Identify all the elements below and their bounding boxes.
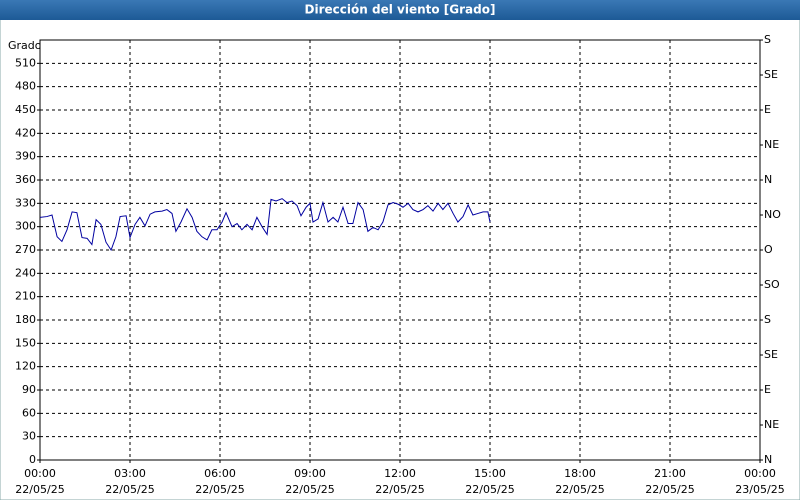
x-tick-label: 15:00	[474, 467, 506, 480]
x-tick-date: 22/05/25	[555, 483, 604, 496]
x-tick-label: 06:00	[204, 467, 236, 480]
x-tick-date: 23/05/25	[735, 483, 784, 496]
y-axis-label: Grado	[8, 39, 42, 52]
y2-tick-label: SE	[764, 348, 778, 361]
x-tick-date: 22/05/25	[375, 483, 424, 496]
x-tick-date: 22/05/25	[465, 483, 514, 496]
title-bar	[0, 0, 800, 20]
x-tick-label: 03:00	[114, 467, 146, 480]
y-tick-label: 30	[22, 430, 36, 443]
y2-tick-label: E	[764, 103, 771, 116]
y-tick-label: 330	[15, 196, 36, 209]
x-tick-date: 22/05/25	[195, 483, 244, 496]
y-tick-label: 240	[15, 266, 36, 279]
x-tick-label: 18:00	[564, 467, 596, 480]
x-tick-label: 00:00	[24, 467, 56, 480]
y2-tick-label: SO	[764, 278, 780, 291]
y2-tick-label: NE	[764, 418, 779, 431]
y-tick-label: 90	[22, 383, 36, 396]
x-tick-label: 21:00	[654, 467, 686, 480]
y-tick-label: 450	[15, 103, 36, 116]
x-tick-date: 22/05/25	[645, 483, 694, 496]
y2-tick-label: N	[764, 173, 772, 186]
chart-title: Dirección del viento [Grado]	[305, 3, 496, 17]
y-tick-label: 300	[15, 220, 36, 233]
data-line	[39, 198, 491, 252]
y-tick-label: 360	[15, 173, 36, 186]
x-tick-label: 09:00	[294, 467, 326, 480]
y2-tick-label: SE	[764, 68, 778, 81]
y2-tick-label: NO	[764, 208, 781, 221]
x-tick-date: 22/05/25	[285, 483, 334, 496]
y-tick-label: 390	[15, 150, 36, 163]
y2-tick-label: E	[764, 383, 771, 396]
y2-tick-label: NE	[764, 138, 779, 151]
y-tick-label: 480	[15, 80, 36, 93]
x-tick-date: 22/05/25	[105, 483, 154, 496]
y-tick-label: 270	[15, 243, 36, 256]
y-tick-label: 180	[15, 313, 36, 326]
x-tick-label: 12:00	[384, 467, 416, 480]
y2-tick-label: S	[764, 33, 771, 46]
y-tick-label: 420	[15, 126, 36, 139]
y-tick-label: 60	[22, 406, 36, 419]
y-tick-label: 0	[29, 453, 36, 466]
y2-tick-label: S	[764, 313, 771, 326]
x-tick-label: 00:00	[744, 467, 776, 480]
y-tick-label: 510	[15, 56, 36, 69]
y-tick-label: 210	[15, 290, 36, 303]
x-tick-date: 22/05/25	[15, 483, 64, 496]
y-tick-label: 150	[15, 336, 36, 349]
y-tick-label: 120	[15, 360, 36, 373]
y2-tick-label: O	[764, 243, 773, 256]
y2-tick-label: N	[764, 453, 772, 466]
